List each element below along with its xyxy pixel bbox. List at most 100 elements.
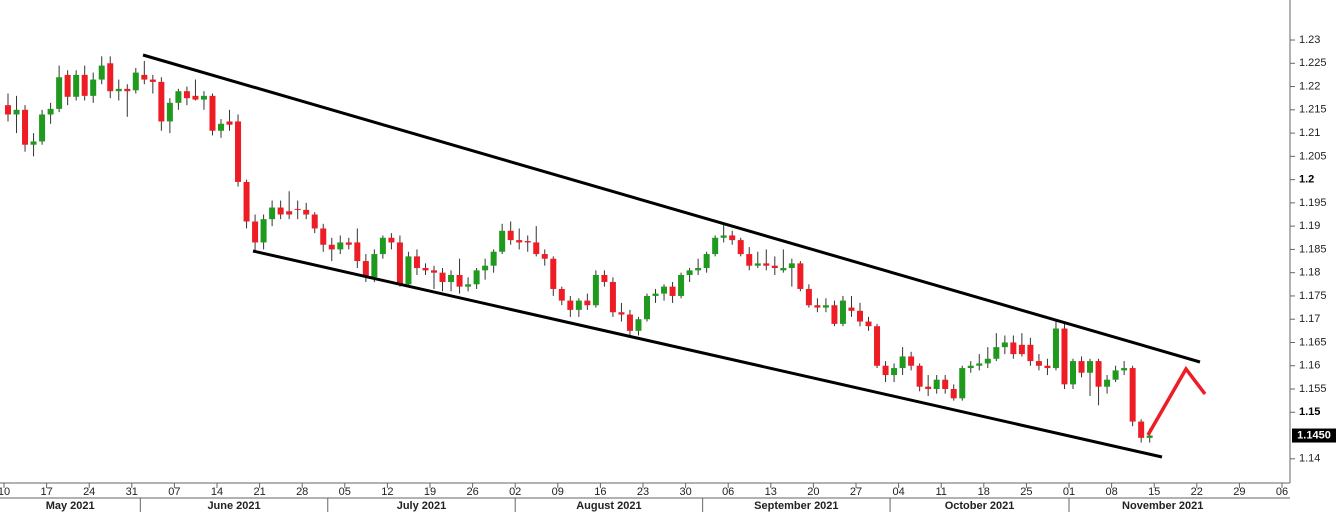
candle-body <box>584 300 591 306</box>
x-tick-label: 10 <box>0 486 10 498</box>
candle-body <box>1018 344 1025 355</box>
month-label: May 2021 <box>46 500 95 512</box>
x-tick-label: 26 <box>466 486 478 498</box>
x-tick-label: 01 <box>1063 486 1075 498</box>
candle-body <box>448 275 455 282</box>
candle-body <box>354 242 361 262</box>
candle-body <box>967 365 974 369</box>
candle-body <box>601 275 608 282</box>
candle-body <box>763 263 770 266</box>
x-tick-label: 24 <box>83 486 95 498</box>
candle-body <box>226 121 233 125</box>
candle-body <box>976 363 983 366</box>
candle-body <box>439 272 446 282</box>
candle-body <box>831 305 838 324</box>
candle-body <box>362 261 369 278</box>
candle-body <box>652 293 659 296</box>
x-tick-label: 31 <box>126 486 138 498</box>
candle-body <box>431 270 437 273</box>
candle-body <box>456 275 463 287</box>
x-tick-label: 13 <box>765 486 777 498</box>
candle-body <box>413 256 420 269</box>
candle-body <box>64 74 71 97</box>
candle-body <box>644 295 650 320</box>
y-tick-label: 1.225 <box>1299 57 1327 69</box>
candle-body <box>695 268 702 271</box>
candle-body <box>1044 365 1051 369</box>
candle-body <box>609 281 616 313</box>
lower-trend-line <box>252 249 1163 459</box>
candle-body <box>277 207 284 215</box>
candle-body <box>848 307 855 311</box>
candle-body <box>218 123 224 131</box>
candle-body <box>857 310 863 322</box>
candle-body <box>950 389 957 399</box>
candle-body <box>141 74 148 80</box>
candle-body <box>720 235 727 238</box>
month-label: October 2021 <box>945 500 1015 512</box>
x-tick-label: 27 <box>850 486 862 498</box>
y-tick-label: 1.2 <box>1299 174 1314 186</box>
last-price-label: 1.1450 <box>1297 429 1331 441</box>
candle-body <box>669 286 676 296</box>
candle-body <box>98 65 105 80</box>
x-tick-label: 23 <box>637 486 649 498</box>
x-tick-label: 08 <box>1105 486 1117 498</box>
candle-body <box>107 63 114 92</box>
candle-body <box>22 109 29 145</box>
candle-body <box>183 91 190 99</box>
candle-body <box>73 74 80 97</box>
candle-body <box>269 207 276 220</box>
candle-body <box>1121 368 1128 371</box>
candle-body <box>737 240 744 255</box>
candle-body <box>286 211 293 215</box>
candle-body <box>839 300 846 324</box>
candle-body <box>5 105 11 115</box>
candle-body <box>1129 368 1136 422</box>
y-tick-label: 1.215 <box>1299 104 1327 116</box>
plot <box>5 56 1153 443</box>
x-tick-label: 14 <box>211 486 223 498</box>
candle-body <box>1104 379 1111 387</box>
x-tick-label: 18 <box>978 486 990 498</box>
candle-body <box>1112 370 1119 380</box>
month-label: July 2021 <box>397 500 447 512</box>
candle-body <box>30 141 37 145</box>
y-tick-label: 1.16 <box>1299 360 1320 372</box>
candle-body <box>303 209 310 215</box>
candle-body <box>132 72 139 91</box>
candle-body <box>252 221 259 243</box>
x-tick-label: 21 <box>253 486 265 498</box>
candle-body <box>882 365 889 376</box>
candle-body <box>899 356 906 369</box>
y-tick-label: 1.17 <box>1299 313 1320 325</box>
candle-body <box>1078 361 1085 373</box>
candle-body <box>822 305 829 308</box>
candle-body <box>814 305 821 308</box>
y-tick-label: 1.18 <box>1299 267 1320 279</box>
candle-body <box>993 347 1000 359</box>
candle-body <box>388 237 395 243</box>
candle-body <box>192 95 199 100</box>
candle-body <box>635 319 642 331</box>
candle-body <box>678 275 685 296</box>
candle-body <box>379 237 386 255</box>
candle-body <box>533 242 540 255</box>
y-tick-label: 1.205 <box>1299 150 1327 162</box>
candle-body <box>1095 361 1102 387</box>
x-tick-label: 04 <box>892 486 904 498</box>
month-label: June 2021 <box>207 500 260 512</box>
candle-body <box>567 300 574 310</box>
x-tick-label: 06 <box>722 486 734 498</box>
x-tick-label: 02 <box>509 486 521 498</box>
candle-body <box>524 241 531 243</box>
candle-body <box>805 288 812 306</box>
candle-body <box>797 263 804 289</box>
x-tick-label: 15 <box>1148 486 1160 498</box>
candle-body <box>311 214 318 229</box>
candle-body <box>575 300 582 310</box>
candle-body <box>933 379 940 390</box>
candle-body <box>47 108 54 115</box>
